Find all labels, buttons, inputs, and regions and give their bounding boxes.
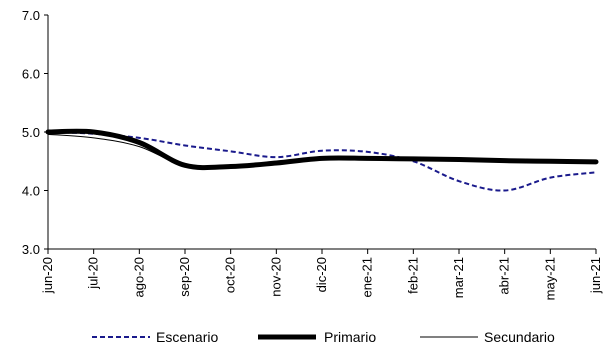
- x-tick-label: ago-20: [131, 257, 146, 297]
- y-tick-label: 7.0: [22, 8, 40, 23]
- legend-item-escenario: Escenario: [92, 329, 218, 345]
- x-tick-label: ene-21: [360, 257, 375, 297]
- series-line-escenario: [47, 131, 597, 192]
- x-tick-label: abr-21: [497, 257, 512, 295]
- x-tick-label: jun-20: [40, 257, 55, 294]
- y-tick-label: 5.0: [22, 125, 40, 140]
- x-tick-label: jul-20: [86, 257, 101, 290]
- series-line-primario: [45, 128, 599, 171]
- x-tick-label: feb-21: [405, 257, 420, 294]
- legend-item-secundario: Secundario: [420, 329, 555, 345]
- plot-area: [45, 128, 599, 192]
- legend-label: Secundario: [484, 329, 555, 345]
- x-tick-label: jun-21: [588, 257, 603, 294]
- y-tick-label: 6.0: [22, 67, 40, 82]
- axes: 3.0 4.0 5.0 6.0 7.0 jun-20 jul-20 ago-20 sep-20 o…: [22, 8, 603, 300]
- x-tick-label: may-21: [542, 257, 557, 300]
- y-tick-label: 4.0: [22, 184, 40, 199]
- legend: Escenario Primario Secundario: [92, 329, 555, 345]
- x-tick-label: dic-20: [314, 257, 329, 292]
- x-tick-label: nov-20: [268, 257, 283, 297]
- y-tick-label: 3.0: [22, 242, 40, 257]
- legend-item-primario: Primario: [258, 329, 376, 345]
- x-tick-label: sep-20: [177, 257, 192, 297]
- x-tick-label: mar-21: [451, 257, 466, 298]
- legend-label: Primario: [324, 329, 376, 345]
- legend-label: Escenario: [156, 329, 218, 345]
- x-tick-label: oct-20: [223, 257, 238, 293]
